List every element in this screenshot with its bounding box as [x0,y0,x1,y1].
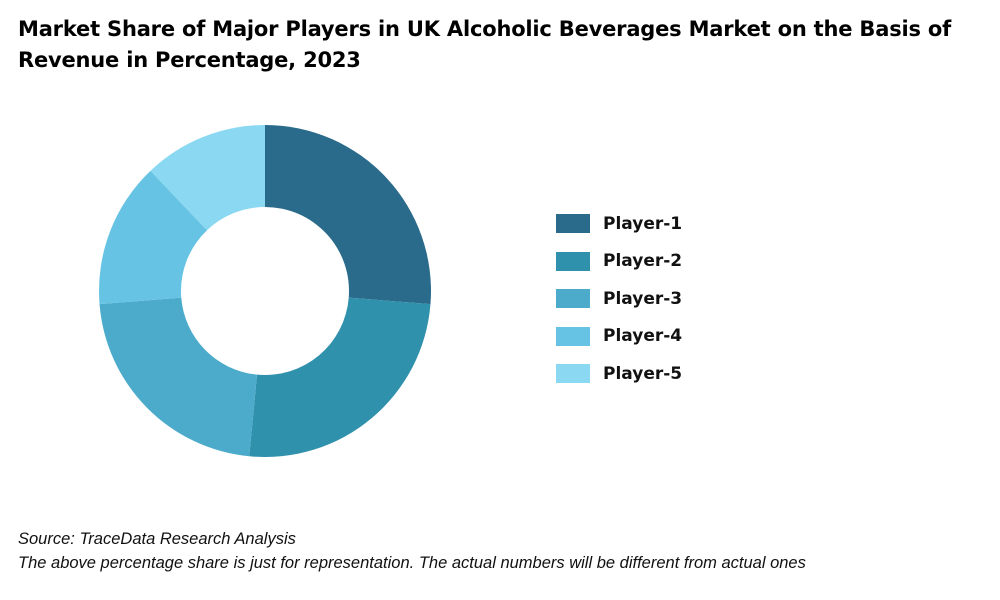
donut-slice-player-3 [99,297,258,457]
donut-slice-player-5 [150,125,265,231]
legend-item-player-2: Player-2 [556,243,816,281]
source-note: Source: TraceData Research Analysis [18,530,296,548]
legend-swatch [556,251,590,271]
donut-slice-player-2 [249,297,431,457]
disclaimer-note: The above percentage share is just for r… [18,554,806,572]
legend-label: Player-3 [603,288,683,309]
donut-slice-player-4 [99,170,208,305]
legend-item-player-1: Player-1 [556,205,816,243]
donut-slice-player-1 [265,125,431,305]
chart-title: Market Share of Major Players in UK Alco… [18,17,952,72]
chart-legend: Player-1 Player-2 Player-3 Player-4 Player-5 [556,205,816,393]
legend-item-player-3: Player-3 [556,280,816,318]
legend-label: Player-4 [603,326,683,347]
legend-label: Player-2 [603,251,683,272]
legend-label: Player-1 [603,213,683,234]
legend-item-player-5: Player-5 [556,355,816,393]
chart-footer: Source: TraceData Research Analysis The … [18,527,806,575]
legend-item-player-4: Player-4 [556,318,816,356]
legend-swatch [556,214,590,234]
legend-swatch [556,326,590,346]
legend-swatch [556,364,590,384]
legend-swatch [556,289,590,309]
legend-label: Player-5 [603,363,683,384]
